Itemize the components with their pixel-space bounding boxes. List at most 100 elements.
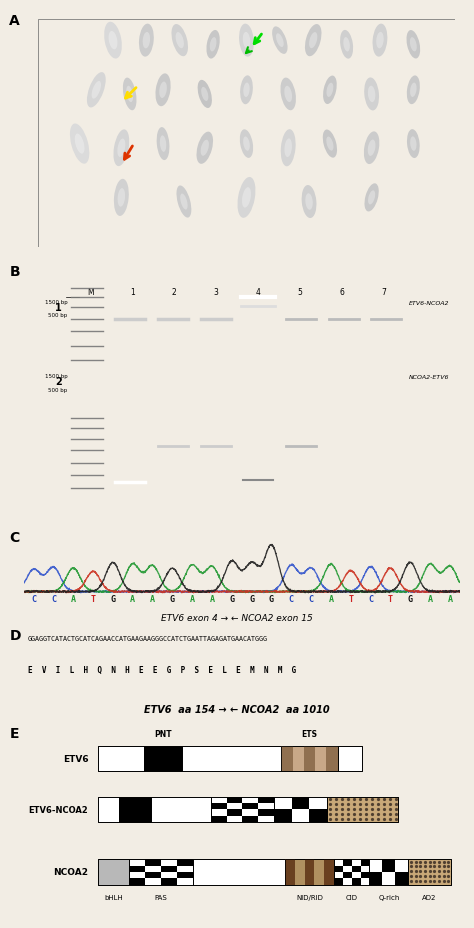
Text: GGAGGTCATACTGCATCAGAACCATGAAGAAGGGCCATCTGAATTAGAGATGAACATGGG: GGAGGTCATACTGCATCAGAACCATGAAGAAGGGCCATCT…	[28, 636, 268, 641]
Bar	[98, 746, 144, 771]
Ellipse shape	[309, 33, 318, 49]
Text: C: C	[31, 594, 36, 603]
Text: 500 bp: 500 bp	[48, 313, 67, 318]
Ellipse shape	[305, 25, 321, 58]
Ellipse shape	[172, 25, 188, 58]
Ellipse shape	[104, 22, 122, 59]
Bar	[98, 859, 129, 884]
Bar	[352, 866, 361, 872]
Text: G: G	[110, 594, 115, 603]
Ellipse shape	[272, 27, 288, 55]
Ellipse shape	[70, 124, 89, 164]
Text: A: A	[130, 594, 135, 603]
Ellipse shape	[114, 180, 129, 217]
Ellipse shape	[364, 132, 379, 165]
Ellipse shape	[118, 139, 125, 158]
Ellipse shape	[126, 86, 133, 103]
Text: A: A	[428, 594, 433, 603]
Text: 2: 2	[55, 377, 62, 386]
Text: A: A	[328, 594, 333, 603]
Ellipse shape	[198, 81, 212, 109]
Ellipse shape	[323, 130, 337, 159]
Bar	[177, 872, 193, 878]
Ellipse shape	[284, 139, 292, 158]
Bar	[343, 872, 352, 878]
Bar	[334, 859, 369, 884]
Bar	[258, 797, 274, 804]
Ellipse shape	[75, 135, 84, 154]
Text: 7: 7	[381, 288, 386, 296]
Bar	[210, 804, 227, 809]
Text: ETS: ETS	[301, 729, 318, 739]
Text: D: D	[9, 628, 21, 642]
Text: A: A	[210, 594, 215, 603]
Ellipse shape	[113, 130, 129, 167]
Ellipse shape	[118, 189, 125, 208]
Ellipse shape	[243, 32, 250, 49]
Bar	[274, 809, 292, 822]
Bar	[285, 859, 295, 884]
Bar	[146, 859, 161, 866]
Ellipse shape	[197, 133, 213, 164]
Bar	[327, 746, 337, 771]
Ellipse shape	[159, 83, 167, 99]
Text: 1: 1	[55, 303, 62, 313]
Text: PAS: PAS	[155, 895, 168, 900]
Ellipse shape	[243, 84, 250, 97]
Text: 1: 1	[130, 288, 135, 296]
Ellipse shape	[281, 130, 296, 167]
Ellipse shape	[301, 186, 317, 219]
Text: 1500 bp: 1500 bp	[45, 300, 67, 304]
Ellipse shape	[410, 137, 417, 151]
Bar	[324, 859, 334, 884]
Bar	[242, 804, 258, 809]
Bar	[337, 746, 363, 771]
Text: G: G	[170, 594, 175, 603]
Ellipse shape	[139, 25, 154, 58]
Bar	[161, 866, 177, 872]
Bar	[304, 859, 314, 884]
Ellipse shape	[407, 130, 419, 159]
Bar	[98, 859, 129, 884]
Bar	[210, 816, 227, 822]
Ellipse shape	[368, 140, 375, 157]
Text: C: C	[51, 594, 56, 603]
Text: 6: 6	[339, 288, 344, 296]
Ellipse shape	[237, 178, 255, 219]
Text: ETV6  aa 154 → ← NCOA2  aa 1010: ETV6 aa 154 → ← NCOA2 aa 1010	[144, 704, 330, 715]
Text: ETV6: ETV6	[63, 754, 88, 764]
Ellipse shape	[242, 188, 251, 209]
Ellipse shape	[243, 137, 250, 151]
Bar	[334, 878, 343, 884]
Text: NID/RID: NID/RID	[296, 895, 323, 900]
Ellipse shape	[160, 136, 166, 153]
Bar	[129, 866, 146, 872]
Ellipse shape	[91, 82, 101, 99]
Ellipse shape	[407, 31, 420, 59]
Text: M: M	[87, 288, 94, 296]
Text: NCOA2: NCOA2	[54, 868, 88, 876]
Text: C: C	[368, 594, 373, 603]
Bar	[292, 797, 310, 809]
Bar	[258, 809, 274, 816]
Text: bHLH: bHLH	[104, 895, 123, 900]
Bar	[119, 797, 151, 822]
Ellipse shape	[323, 76, 337, 105]
Ellipse shape	[276, 34, 284, 48]
Ellipse shape	[109, 32, 118, 50]
Ellipse shape	[410, 38, 417, 52]
Bar	[352, 878, 361, 884]
Ellipse shape	[123, 79, 137, 111]
Bar	[129, 878, 146, 884]
Bar	[98, 797, 119, 822]
Text: G: G	[408, 594, 413, 603]
Text: B: B	[9, 265, 20, 279]
Text: PNT: PNT	[154, 729, 172, 739]
Bar	[119, 797, 151, 822]
Bar	[369, 859, 408, 884]
Text: T: T	[388, 594, 393, 603]
Ellipse shape	[210, 38, 217, 52]
Bar	[337, 746, 363, 771]
Bar	[310, 809, 327, 822]
Bar	[383, 859, 395, 872]
